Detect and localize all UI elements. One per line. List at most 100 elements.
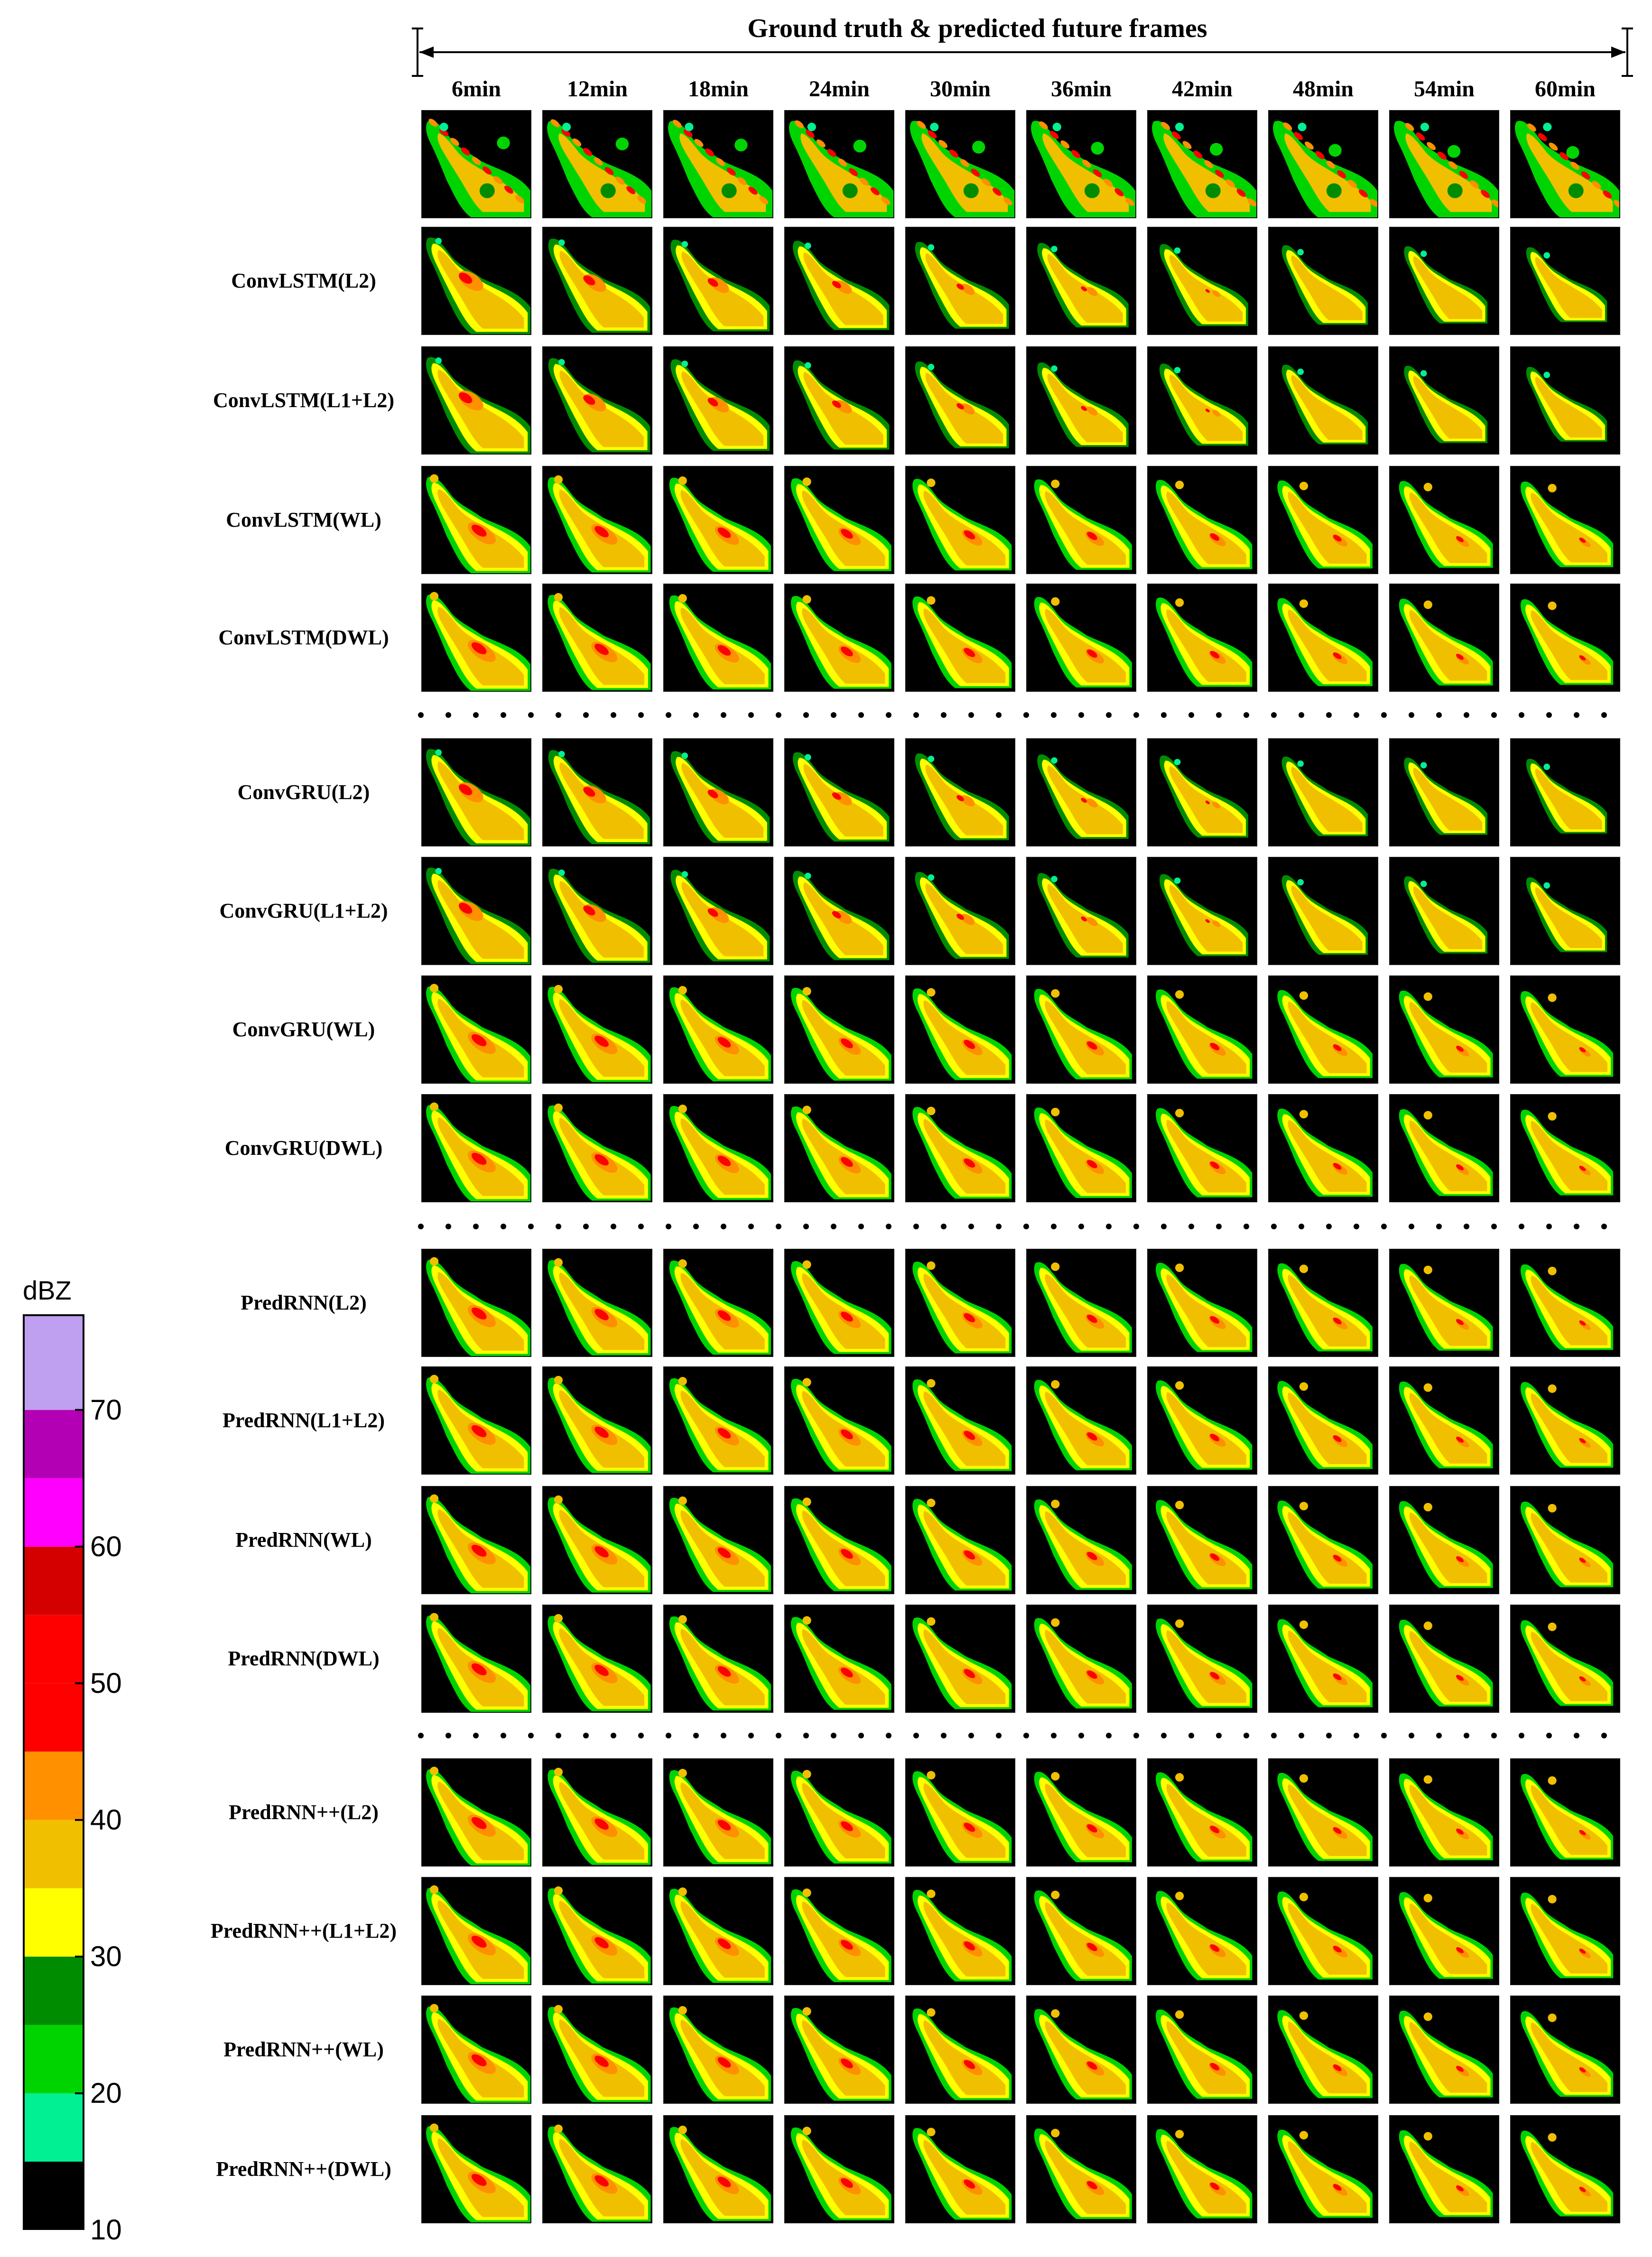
colorbar-band bbox=[23, 2161, 84, 2230]
predicted-frame bbox=[905, 1366, 1015, 1475]
radar-echo-image bbox=[548, 475, 651, 573]
separator-dot bbox=[583, 1733, 589, 1738]
colorbar-band bbox=[23, 1478, 84, 1547]
predicted-frame bbox=[421, 1486, 531, 1594]
predicted-frame bbox=[1147, 1366, 1257, 1475]
radar-echo-image bbox=[1399, 481, 1493, 568]
radar-echo-image bbox=[669, 1377, 771, 1473]
radar-echo-image bbox=[669, 476, 771, 572]
predicted-frame bbox=[421, 346, 531, 455]
separator-dot bbox=[445, 712, 451, 718]
time-label: 36min bbox=[1050, 76, 1112, 102]
ground-truth-frame bbox=[784, 110, 894, 218]
separator-dot bbox=[968, 1224, 974, 1229]
predicted-frame bbox=[1147, 1996, 1257, 2104]
radar-echo-image bbox=[1156, 1500, 1253, 1589]
radar-echo-image bbox=[1034, 1262, 1132, 1353]
separator-dot bbox=[473, 712, 479, 718]
radar-echo-image bbox=[1034, 1499, 1132, 1590]
predicted-frame bbox=[784, 1249, 894, 1357]
radar-echo-image bbox=[670, 240, 770, 332]
separator-dot bbox=[886, 1224, 891, 1229]
separator-dot bbox=[611, 1224, 616, 1229]
predicted-frame bbox=[542, 466, 652, 574]
radar-echo-image bbox=[548, 593, 651, 690]
predicted-frame bbox=[421, 738, 531, 846]
predicted-frame bbox=[1268, 857, 1378, 965]
radar-echo-image bbox=[426, 2004, 530, 2103]
radar-echo-image bbox=[669, 986, 771, 1082]
predicted-frame bbox=[1389, 1605, 1499, 1713]
colorbar-band bbox=[23, 1410, 84, 1478]
separator-dot bbox=[1464, 1224, 1469, 1229]
separator-dot bbox=[721, 1224, 726, 1229]
separator-dot bbox=[831, 1224, 836, 1229]
predicted-frame bbox=[421, 1249, 531, 1357]
colorbar-band bbox=[23, 1546, 84, 1615]
row-label: ConvGRU(L2) bbox=[237, 780, 370, 804]
row-label: PredRNN(DWL) bbox=[228, 1647, 380, 1670]
predicted-frame bbox=[1026, 857, 1136, 965]
ground-truth-frame bbox=[1389, 110, 1499, 218]
radar-echo-image bbox=[1399, 598, 1493, 686]
predicted-frame bbox=[1510, 1486, 1620, 1594]
radar-echo-image bbox=[1277, 2010, 1373, 2099]
predicted-frame bbox=[421, 1605, 531, 1713]
time-label: 42min bbox=[1171, 76, 1233, 102]
row-label: ConvLSTM(DWL) bbox=[218, 626, 389, 649]
predicted-frame bbox=[784, 346, 894, 455]
predicted-frame bbox=[784, 1366, 894, 1475]
radar-echo-image bbox=[547, 119, 651, 217]
ground-truth-frame bbox=[663, 110, 773, 218]
separator-dot bbox=[1381, 1224, 1387, 1229]
radar-echo-image bbox=[1156, 2129, 1253, 2219]
separator-dot bbox=[583, 712, 589, 718]
radar-echo-image bbox=[1156, 989, 1253, 1079]
predicted-frame bbox=[1147, 466, 1257, 574]
radar-echo-image bbox=[791, 2007, 891, 2101]
predicted-frame bbox=[1510, 584, 1620, 692]
radar-echo-image bbox=[1277, 1381, 1373, 1469]
radar-echo-image bbox=[426, 1102, 530, 1201]
predicted-frame bbox=[542, 1366, 652, 1475]
separator-dot bbox=[1409, 712, 1414, 718]
radar-echo-image bbox=[1281, 875, 1368, 955]
separator-dot bbox=[858, 1224, 864, 1229]
predicted-frame bbox=[1389, 346, 1499, 455]
radar-echo-image bbox=[548, 1258, 651, 1356]
radar-echo-image bbox=[669, 2006, 771, 2102]
separator-dot bbox=[1326, 712, 1332, 718]
predicted-frame bbox=[663, 2115, 773, 2223]
predicted-frame bbox=[542, 1758, 652, 1867]
predicted-frame bbox=[1510, 2115, 1620, 2223]
predicted-frame bbox=[1510, 975, 1620, 1084]
predicted-frame bbox=[421, 1996, 531, 2104]
radar-echo-image bbox=[426, 474, 530, 573]
radar-echo-image bbox=[1034, 1890, 1132, 1981]
ground-truth-frame bbox=[421, 110, 531, 218]
radar-echo-image bbox=[1034, 1380, 1132, 1470]
predicted-frame bbox=[1510, 227, 1620, 335]
predicted-frame bbox=[1510, 1094, 1620, 1202]
predicted-frame bbox=[1389, 227, 1499, 335]
radar-echo-image bbox=[426, 237, 530, 334]
radar-echo-image bbox=[793, 752, 890, 842]
predicted-frame bbox=[663, 346, 773, 455]
predicted-frame bbox=[1147, 1758, 1257, 1867]
time-label: 48min bbox=[1292, 76, 1354, 102]
colorbar-tick-label: 60 bbox=[90, 1530, 122, 1562]
radar-echo-image bbox=[1520, 1382, 1614, 1468]
separator-dot bbox=[1271, 1733, 1277, 1738]
separator-dot bbox=[1023, 712, 1029, 718]
radar-echo-image bbox=[1159, 874, 1248, 957]
separator-dot bbox=[776, 712, 781, 718]
radar-echo-image bbox=[548, 1375, 651, 1473]
separator-dot bbox=[638, 1733, 644, 1738]
separator-dot bbox=[1436, 1733, 1442, 1738]
radar-echo-image bbox=[912, 478, 1012, 571]
predicted-frame bbox=[1389, 857, 1499, 965]
separator-dot bbox=[501, 1224, 506, 1229]
predicted-frame bbox=[1389, 466, 1499, 574]
predicted-frame bbox=[905, 1249, 1015, 1357]
colorbar-tick-label: 20 bbox=[90, 2077, 122, 2109]
